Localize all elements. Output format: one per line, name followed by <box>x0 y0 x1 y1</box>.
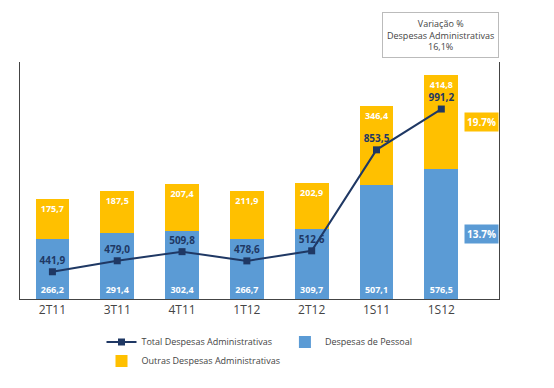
svg-text:441,9: 441,9 <box>40 253 66 267</box>
svg-text:207,4: 207,4 <box>170 187 193 200</box>
svg-text:1T12: 1T12 <box>233 301 260 318</box>
svg-text:175,7: 175,7 <box>41 202 64 215</box>
svg-text:512,6: 512,6 <box>299 232 325 246</box>
svg-text:302,4: 302,4 <box>170 283 193 296</box>
svg-text:Total Despesas Administrativas: Total Despesas Administrativas <box>142 335 273 348</box>
svg-text:576,5: 576,5 <box>430 283 453 296</box>
svg-text:991,2: 991,2 <box>428 90 454 104</box>
svg-text:509,8: 509,8 <box>169 233 195 247</box>
svg-text:266,7: 266,7 <box>235 283 258 296</box>
svg-text:13.7%: 13.7% <box>467 227 496 241</box>
svg-text:1S11: 1S11 <box>363 301 390 318</box>
svg-text:187,5: 187,5 <box>106 194 129 207</box>
svg-text:414,8: 414,8 <box>430 78 453 91</box>
svg-text:291,4: 291,4 <box>106 283 129 296</box>
svg-text:3T11: 3T11 <box>104 301 131 318</box>
svg-text:202,9: 202,9 <box>300 186 323 199</box>
svg-text:507,1: 507,1 <box>365 283 388 296</box>
svg-text:478,6: 478,6 <box>234 242 260 256</box>
svg-text:853,5: 853,5 <box>364 131 390 145</box>
svg-text:Outras Despesas Administrativa: Outras Despesas Administrativas <box>142 354 280 367</box>
svg-text:Variação %Despesas Administrat: Variação %Despesas Administrativas16,1% <box>387 17 494 53</box>
svg-text:211,9: 211,9 <box>235 194 258 207</box>
svg-text:346,4: 346,4 <box>365 109 388 122</box>
svg-text:266,2: 266,2 <box>41 283 64 296</box>
svg-text:479,0: 479,0 <box>104 242 130 256</box>
svg-text:309,7: 309,7 <box>300 283 323 296</box>
svg-text:19.7%: 19.7% <box>467 115 496 129</box>
svg-text:4T11: 4T11 <box>168 301 195 318</box>
svg-text:1S12: 1S12 <box>428 301 455 318</box>
svg-text:Despesas de Pessoal: Despesas de Pessoal <box>325 335 412 348</box>
svg-text:2T11: 2T11 <box>39 301 66 318</box>
svg-text:2T12: 2T12 <box>298 301 325 318</box>
